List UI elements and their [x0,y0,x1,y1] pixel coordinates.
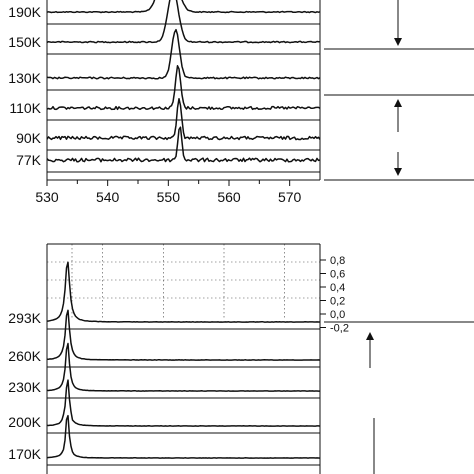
panel-a-label-90K: 90K [16,130,42,146]
panel-b-label-260K: 260K [8,348,41,364]
panel-b: 293K 260K 230K 200K 170K 0,8 0,60,4 0,20,0 -0,2 [8,243,474,474]
panel-b-right-tick-label: 0,6 [330,269,345,281]
panel-b-series-170K [46,414,321,459]
panel-b-right-tick-label: -0,2 [330,323,349,335]
panel-b-grid [47,244,320,318]
panel-b-temperature-labels: 293K 260K 230K 200K 170K [8,310,41,462]
panel-a-label-130K: 130K [8,70,41,86]
panel-a-phase-annotations [324,0,474,181]
panel-b-right-tick-label: 0,0 [330,309,345,321]
panel-a-series-110K [46,65,321,111]
panel-a-xtick-label: 570 [278,189,302,205]
phase-arrowhead-crystal-up [394,99,402,107]
panel-a: 190K 150K 130K 110K 90K 77K 530 540 550 560 570 [8,0,474,205]
panel-b-label-200K: 200K [8,414,41,430]
panel-b-traces [46,261,321,466]
panel-a-xtick-label: 560 [217,189,241,205]
panel-a-label-77K: 77K [16,152,42,168]
phase-arrowhead-top [394,38,402,46]
panel-b-label-170K: 170K [8,446,41,462]
panel-b-label-293K: 293K [8,310,41,326]
panel-a-xtick-label: 550 [157,189,181,205]
panel-a-label-150K: 150K [8,34,41,50]
panel-a-temperature-labels: 190K 150K 130K 110K 90K 77K [8,4,41,168]
panel-a-series-90K [46,98,321,141]
panel-a-x-ticks: 530 540 550 560 570 [35,180,302,205]
panel-a-xtick-label: 530 [35,189,59,205]
phase-arrowhead-crystal-down [394,168,402,176]
panel-b-series-230K [46,342,320,392]
panel-b-phase-annotations [324,321,474,474]
panel-a-label-110K: 110K [9,100,41,116]
panel-a-series-190K [46,0,321,14]
panel-a-series-150K [46,0,320,44]
phase-arrowhead-normal [366,332,374,340]
panel-b-right-tick-label: 0,2 [330,296,345,308]
panel-b-series-260K [46,309,321,361]
panel-b-series-293K [46,261,320,323]
panel-b-series-200K [46,379,321,427]
panel-a-xtick-label: 540 [96,189,120,205]
panel-b-right-ticks: 0,8 0,60,4 0,20,0 -0,2 [320,255,349,335]
panel-a-series-130K [46,28,321,80]
panel-a-traces [46,0,321,173]
panel-b-right-tick-label: 0,4 [330,282,345,294]
panel-a-label-190K: 190K [8,4,41,20]
panel-b-label-230K: 230K [8,379,41,395]
panel-a-series-77K [46,126,321,163]
panel-b-right-tick-label: 0,8 [330,255,345,267]
